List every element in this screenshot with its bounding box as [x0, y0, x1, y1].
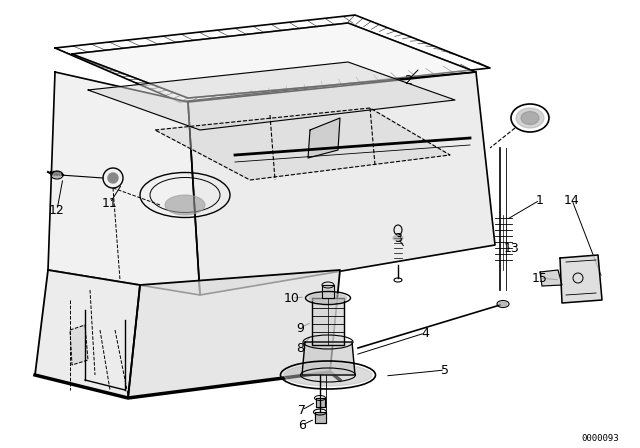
Text: 5: 5 — [441, 363, 449, 376]
Text: 4: 4 — [421, 327, 429, 340]
Text: 11: 11 — [102, 197, 118, 210]
Polygon shape — [302, 342, 355, 375]
Polygon shape — [128, 270, 340, 398]
Ellipse shape — [309, 293, 347, 302]
Text: 3: 3 — [394, 232, 402, 245]
Polygon shape — [308, 118, 340, 158]
Text: 13: 13 — [504, 241, 520, 254]
Text: 1: 1 — [536, 194, 544, 207]
Polygon shape — [188, 72, 495, 295]
Polygon shape — [48, 72, 200, 295]
Polygon shape — [315, 412, 326, 423]
Polygon shape — [322, 285, 334, 298]
Polygon shape — [55, 15, 490, 102]
Text: 6: 6 — [298, 418, 306, 431]
Polygon shape — [35, 270, 140, 398]
Circle shape — [108, 173, 118, 183]
Text: 2: 2 — [404, 73, 412, 86]
Polygon shape — [72, 23, 476, 98]
Text: 12: 12 — [49, 203, 65, 216]
Ellipse shape — [499, 302, 507, 306]
Text: 0000093: 0000093 — [581, 434, 619, 443]
Ellipse shape — [521, 112, 539, 125]
Text: 9: 9 — [296, 322, 304, 335]
Ellipse shape — [393, 236, 403, 241]
Polygon shape — [540, 270, 562, 286]
Ellipse shape — [516, 108, 544, 128]
Text: 15: 15 — [532, 271, 548, 284]
Text: 8: 8 — [296, 341, 304, 354]
Ellipse shape — [53, 172, 61, 177]
Polygon shape — [312, 298, 344, 345]
Polygon shape — [316, 398, 325, 407]
Polygon shape — [88, 62, 455, 130]
Ellipse shape — [284, 364, 372, 386]
Polygon shape — [70, 325, 88, 365]
Text: 14: 14 — [564, 194, 580, 207]
Polygon shape — [155, 108, 450, 180]
Ellipse shape — [165, 195, 205, 215]
Text: 7: 7 — [298, 404, 306, 417]
Polygon shape — [560, 255, 602, 303]
Text: 10: 10 — [284, 292, 300, 305]
